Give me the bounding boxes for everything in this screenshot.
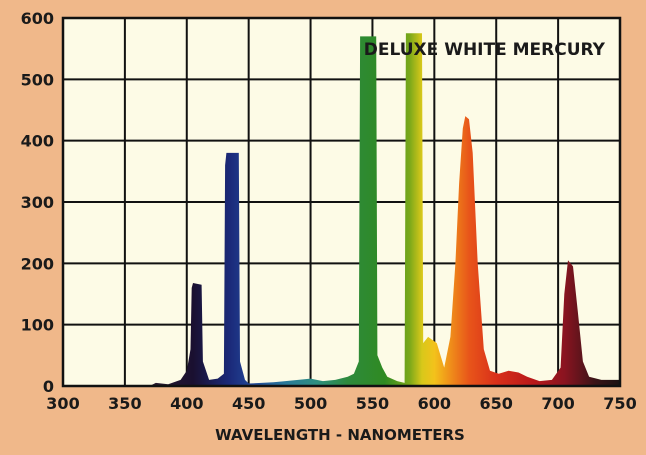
x-tick-label-300: 300 — [46, 394, 79, 413]
x-tick-label-400: 400 — [170, 394, 203, 413]
x-tick-label-350: 350 — [108, 394, 141, 413]
spectrum-area — [149, 33, 620, 387]
x-tick-label-700: 700 — [541, 394, 574, 413]
y-tick-label-400: 400 — [21, 132, 54, 151]
x-tick-label-450: 450 — [232, 394, 265, 413]
x-tick-labels: 300 350 400 450 500 550 600 650 700 750 — [46, 394, 636, 413]
y-tick-label-0: 0 — [43, 377, 54, 396]
x-tick-label-500: 500 — [294, 394, 327, 413]
x-tick-label-550: 550 — [356, 394, 389, 413]
x-tick-label-750: 750 — [603, 394, 636, 413]
chart-title: DELUXE WHITE MERCURY — [364, 40, 606, 60]
plot-frame — [61, 16, 622, 388]
x-tick-label-600: 600 — [418, 394, 451, 413]
y-tick-labels: 0 100 200 300 400 500 600 — [21, 9, 54, 396]
y-tick-label-600: 600 — [21, 9, 54, 28]
y-tick-label-200: 200 — [21, 254, 54, 273]
x-tick-label-650: 650 — [480, 394, 513, 413]
y-tick-label-500: 500 — [21, 70, 54, 89]
y-tick-label-300: 300 — [21, 193, 54, 212]
x-axis-label: WAVELENGTH - NANOMETERS — [215, 426, 465, 444]
y-tick-label-100: 100 — [21, 316, 54, 335]
plot-border — [61, 16, 622, 388]
